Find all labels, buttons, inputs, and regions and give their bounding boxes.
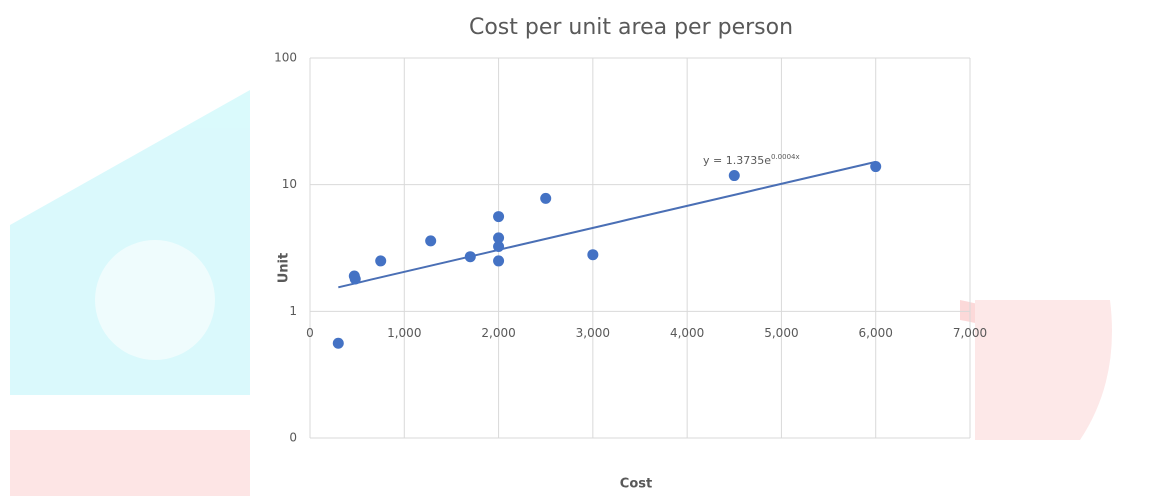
point bbox=[870, 161, 882, 173]
point bbox=[493, 240, 505, 252]
y-tick-label: 1 bbox=[289, 304, 297, 318]
point bbox=[464, 251, 476, 263]
point bbox=[332, 337, 344, 349]
x-tick-label: 0 bbox=[306, 326, 314, 340]
trendline-label-exponent: 0.0004x bbox=[771, 153, 800, 161]
x-tick-label: 1,000 bbox=[387, 326, 421, 340]
point bbox=[587, 249, 599, 261]
point bbox=[425, 235, 437, 247]
x-tick-label: 7,000 bbox=[953, 326, 987, 340]
y-axis-title: Unit bbox=[277, 253, 292, 283]
x-tick-label: 4,000 bbox=[670, 326, 704, 340]
y-tick-label: 10 bbox=[282, 177, 297, 191]
trendline-label-main: y = 1.3735e bbox=[703, 154, 771, 167]
point bbox=[540, 192, 552, 204]
point bbox=[728, 170, 740, 182]
x-tick-label: 6,000 bbox=[859, 326, 893, 340]
trendline bbox=[338, 160, 876, 289]
chart-title: Cost per unit area per person bbox=[469, 15, 793, 40]
x-tick-label: 2,000 bbox=[481, 326, 515, 340]
x-tick-label: 5,000 bbox=[764, 326, 798, 340]
y-tick-label: 0 bbox=[289, 431, 297, 445]
point bbox=[493, 232, 505, 244]
watermark bbox=[10, 90, 1112, 496]
point bbox=[375, 255, 387, 267]
trendline-label: y = 1.3735e0.0004x bbox=[703, 153, 800, 167]
x-axis-title: Cost bbox=[620, 477, 652, 492]
point bbox=[349, 273, 361, 285]
x-tick-label: 3,000 bbox=[576, 326, 610, 340]
point bbox=[493, 255, 505, 267]
y-tick-label: 100 bbox=[274, 51, 297, 65]
point bbox=[493, 211, 505, 223]
